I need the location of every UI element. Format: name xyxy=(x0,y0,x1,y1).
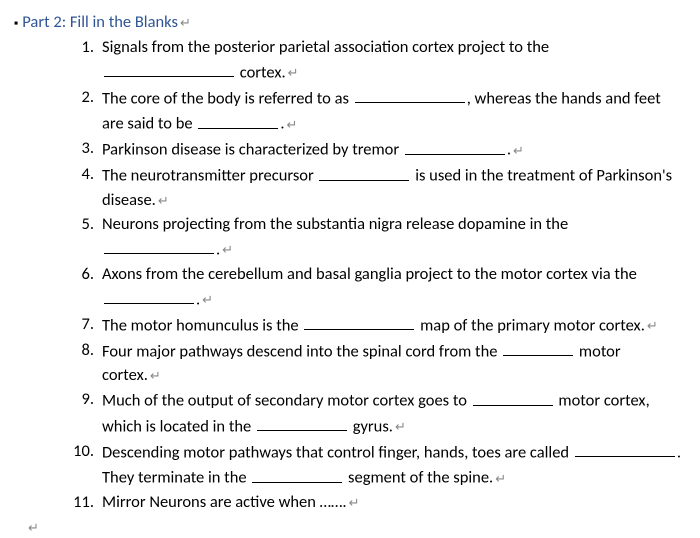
fill-blank xyxy=(405,137,505,155)
item-text: Four major pathways descend into the spi… xyxy=(102,339,682,388)
question-list: 1. Signals from the posterior parietal as… xyxy=(68,36,682,515)
return-icon: ↵ xyxy=(349,496,360,511)
heading-text: Part 2: Fill in the Blanks xyxy=(22,12,178,32)
return-icon: ↵ xyxy=(150,369,161,384)
item-number: 4. xyxy=(68,163,94,212)
fill-blank xyxy=(104,287,194,305)
item-number: 2. xyxy=(68,86,94,137)
item-text: The motor homunculus is the map of the p… xyxy=(102,313,682,338)
return-icon: ↵ xyxy=(288,66,299,81)
question-item: 3. Parkinson disease is characterized by … xyxy=(68,137,682,162)
item-text: Mirror Neurons are active when …….↵ xyxy=(102,491,682,515)
question-item: 2.The core of the body is referred to as… xyxy=(68,86,682,137)
text-segment: cortex. xyxy=(236,62,286,82)
fill-blank xyxy=(319,163,409,181)
return-icon: ↵ xyxy=(158,194,169,209)
text-segment: The motor homunculus is the xyxy=(102,315,302,335)
item-number: 9. xyxy=(68,388,94,439)
question-item: 10. Descending motor pathways that contro… xyxy=(68,440,682,491)
document-page: ▪ Part 2: Fill in the Blanks ↵ 1. Signals… xyxy=(0,0,700,536)
return-icon: ↵ xyxy=(513,144,524,159)
text-segment: . xyxy=(507,140,511,160)
fill-blank xyxy=(104,60,234,78)
question-item: 6. Axons from the cerebellum and basal ga… xyxy=(68,263,682,312)
item-text: Much of the output of secondary motor co… xyxy=(102,388,682,439)
text-segment: map of the primary motor cortex. xyxy=(416,315,645,335)
item-text: Axons from the cerebellum and basal gang… xyxy=(102,263,682,312)
fill-blank xyxy=(473,388,553,406)
return-icon: ↵ xyxy=(647,319,658,334)
item-text: Descending motor pathways that control f… xyxy=(102,440,682,491)
item-number: 1. xyxy=(68,36,94,85)
return-icon: ↵ xyxy=(222,243,233,258)
item-number: 3. xyxy=(68,137,94,162)
text-segment: . xyxy=(216,239,220,259)
question-item: 8. Four major pathways descend into the s… xyxy=(68,339,682,388)
text-segment: Neurons projecting from the substantia n… xyxy=(102,214,568,234)
item-text: The neurotransmitter precursor is used i… xyxy=(102,163,682,212)
text-segment: gyrus. xyxy=(349,416,393,436)
question-item: 11. Mirror Neurons are active when …….↵ xyxy=(68,491,682,515)
question-item: 7. The motor homunculus is the map of the… xyxy=(68,313,682,338)
text-segment: . xyxy=(196,289,200,309)
item-number: 7. xyxy=(68,313,94,338)
item-number: 10. xyxy=(68,440,94,491)
return-icon: ↵ xyxy=(202,293,213,308)
bullet-icon: ▪ xyxy=(14,17,18,31)
fill-blank xyxy=(304,313,414,331)
fill-blank xyxy=(198,111,278,129)
section-heading: ▪ Part 2: Fill in the Blanks ↵ xyxy=(14,12,682,32)
fill-blank xyxy=(104,237,214,255)
item-number: 8. xyxy=(68,339,94,388)
item-text: Parkinson disease is characterized by tr… xyxy=(102,137,682,162)
text-segment: . xyxy=(280,114,284,134)
text-segment: Mirror Neurons are active when ……. xyxy=(102,492,347,512)
return-icon: ↵ xyxy=(287,118,298,133)
item-text: Neurons projecting from the substantia n… xyxy=(102,213,682,262)
item-number: 5. xyxy=(68,213,94,262)
question-item: 4.The neurotransmitter precursor is used… xyxy=(68,163,682,212)
text-segment: Descending motor pathways that control f… xyxy=(102,442,573,462)
fill-blank xyxy=(503,339,573,357)
question-item: 5. Neurons projecting from the substantia… xyxy=(68,213,682,262)
fill-blank xyxy=(252,465,342,483)
text-segment: The core of the body is referred to as xyxy=(102,88,353,108)
text-segment: Much of the output of secondary motor co… xyxy=(102,391,471,411)
fill-blank xyxy=(257,414,347,432)
text-segment: The neurotransmitter precursor xyxy=(102,166,317,186)
text-segment: Axons from the cerebellum and basal gang… xyxy=(102,264,637,284)
return-icon: ↵ xyxy=(28,521,682,536)
return-icon: ↵ xyxy=(495,472,506,487)
return-icon: ↵ xyxy=(180,16,191,31)
question-item: 9. Much of the output of secondary motor … xyxy=(68,388,682,439)
item-number: 11. xyxy=(68,491,94,515)
fill-blank xyxy=(575,440,675,458)
return-icon: ↵ xyxy=(395,420,406,435)
item-text: Signals from the posterior parietal asso… xyxy=(102,36,682,85)
text-segment: Parkinson disease is characterized by tr… xyxy=(102,140,403,160)
text-segment: segment of the spine. xyxy=(344,468,493,488)
fill-blank xyxy=(355,86,465,104)
item-text: The core of the body is referred to as ,… xyxy=(102,86,682,137)
text-segment: Signals from the posterior parietal asso… xyxy=(102,37,549,57)
question-item: 1. Signals from the posterior parietal as… xyxy=(68,36,682,85)
item-number: 6. xyxy=(68,263,94,312)
text-segment: Four major pathways descend into the spi… xyxy=(102,341,501,361)
